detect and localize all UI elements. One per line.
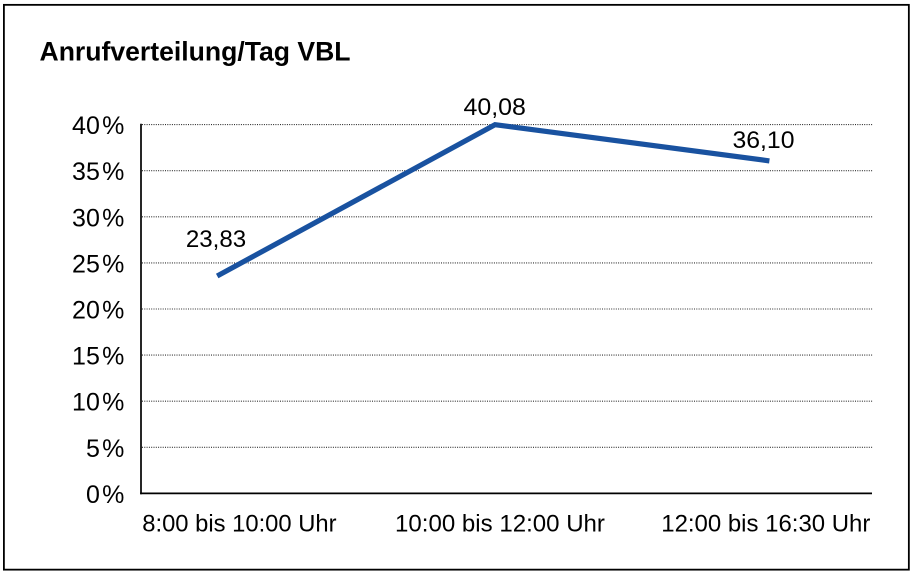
svg-text:25%: 25% xyxy=(72,250,124,278)
svg-text:30%: 30% xyxy=(72,204,124,232)
svg-text:10:00 bis 12:00 Uhr: 10:00 bis 12:00 Uhr xyxy=(395,511,605,538)
svg-text:36,10: 36,10 xyxy=(733,127,795,154)
svg-text:40%: 40% xyxy=(72,112,124,140)
svg-text:23,83: 23,83 xyxy=(186,226,246,253)
svg-text:12:00 bis 16:30 Uhr: 12:00 bis 16:30 Uhr xyxy=(661,511,870,538)
svg-text:40,08: 40,08 xyxy=(464,94,526,121)
svg-text:35%: 35% xyxy=(72,158,124,186)
svg-text:10%: 10% xyxy=(72,389,124,417)
svg-text:15%: 15% xyxy=(72,343,124,371)
svg-text:8:00 bis 10:00 Uhr: 8:00 bis 10:00 Uhr xyxy=(142,511,336,538)
svg-text:0%: 0% xyxy=(86,481,124,509)
svg-text:20%: 20% xyxy=(72,297,124,325)
svg-text:Anrufverteilung/Tag VBL: Anrufverteilung/Tag VBL xyxy=(40,36,351,66)
svg-text:5%: 5% xyxy=(86,435,124,463)
